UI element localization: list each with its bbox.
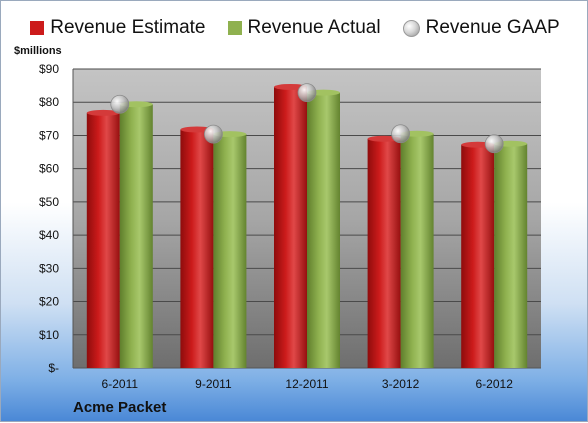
point-revenue-gaap	[391, 124, 411, 144]
bar-revenue-estimate	[180, 129, 214, 368]
point-revenue-gaap	[297, 83, 317, 102]
x-tick-label: 12-2011	[285, 377, 328, 391]
bar-revenue-estimate	[461, 144, 495, 368]
y-tick-label: $30	[39, 261, 59, 275]
y-tick-label: $90	[39, 62, 59, 76]
bar-revenue-estimate	[86, 112, 120, 368]
y-tick-label: $10	[39, 328, 59, 342]
x-tick-label: 6-2012	[476, 377, 514, 391]
legend-item-gaap: Revenue GAAP	[402, 17, 560, 39]
bar-revenue-actual	[213, 134, 247, 368]
legend-swatch-estimate	[30, 21, 45, 35]
y-tick-label: $50	[39, 195, 59, 209]
x-tick-label: 9-2011	[195, 377, 232, 391]
bar-revenue-estimate	[274, 86, 307, 368]
y-axis-units-label: $millions	[14, 45, 62, 57]
legend-swatch-gaap	[402, 19, 420, 37]
point-revenue-gaap	[110, 94, 130, 114]
bar-revenue-actual	[119, 104, 153, 369]
x-tick-label: 3-2012	[382, 377, 420, 391]
bar-revenue-actual	[494, 143, 528, 368]
company-name: Acme Packet	[73, 399, 167, 416]
legend-item-actual: Revenue Actual	[227, 17, 381, 39]
chart-legend: Revenue Estimate Revenue Actual Revenue …	[1, 17, 588, 39]
y-tick-label: $40	[39, 228, 59, 242]
y-tick-label: $70	[39, 128, 59, 142]
point-revenue-gaap	[484, 134, 504, 154]
legend-swatch-actual	[227, 21, 242, 35]
y-tick-label: $-	[48, 361, 59, 375]
x-tick-label: 6-2011	[102, 377, 139, 391]
legend-label-actual: Revenue Actual	[247, 17, 381, 38]
bar-revenue-estimate	[367, 138, 401, 368]
legend-item-estimate: Revenue Estimate	[30, 17, 206, 39]
legend-label-gaap: Revenue GAAP	[425, 17, 560, 38]
bar-cap-revenue-estimate	[86, 109, 120, 116]
bar-revenue-actual	[307, 92, 340, 369]
bar-revenue-actual	[400, 133, 434, 368]
legend-label-estimate: Revenue Estimate	[50, 17, 206, 38]
y-tick-label: $80	[39, 95, 59, 109]
y-tick-label: $60	[39, 162, 59, 176]
point-revenue-gaap	[203, 124, 223, 144]
y-tick-label: $20	[39, 295, 59, 309]
